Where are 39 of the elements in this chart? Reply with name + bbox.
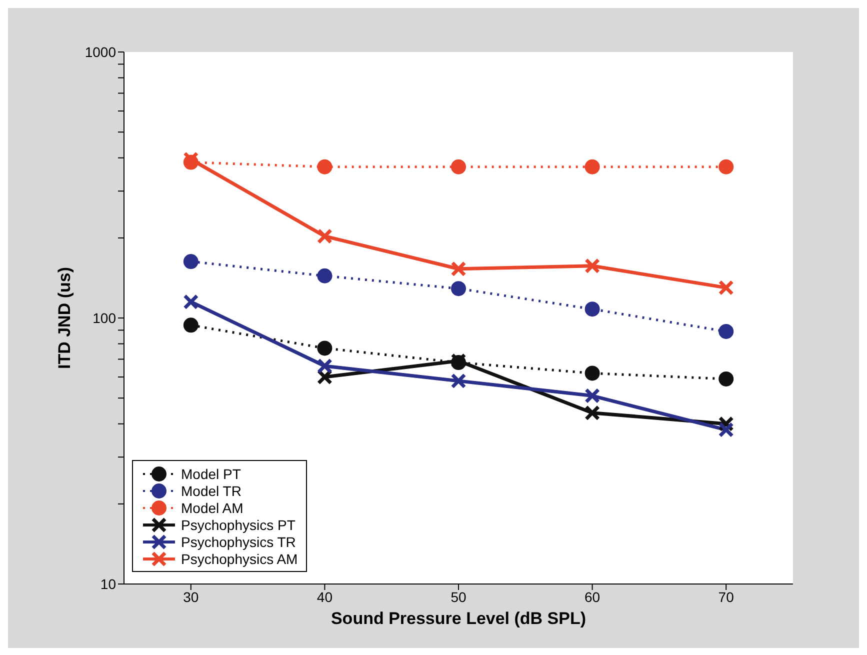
- point: [317, 159, 332, 174]
- point: [183, 318, 198, 333]
- point: [183, 254, 198, 270]
- point: [718, 371, 734, 386]
- x-tick-label: 40: [316, 588, 333, 605]
- point: [718, 280, 734, 296]
- point: [451, 159, 466, 174]
- point: [584, 366, 600, 381]
- point: [718, 422, 734, 438]
- legend-label: Model TR: [181, 482, 242, 498]
- point: [584, 302, 600, 317]
- point: [317, 340, 332, 356]
- point: [316, 228, 332, 244]
- point: [450, 373, 466, 389]
- point: [451, 281, 466, 296]
- legend-label: Model PT: [181, 466, 241, 482]
- x-tick-label: 30: [183, 588, 199, 605]
- point: [584, 159, 600, 174]
- point: [183, 294, 199, 310]
- x-tick-label: 70: [718, 588, 734, 605]
- y-axis-title: ITD JND (us): [55, 267, 74, 369]
- point: [316, 358, 332, 374]
- legend-label: Psychophysics TR: [181, 534, 296, 550]
- point: [317, 268, 332, 284]
- point: [718, 159, 734, 174]
- point: [584, 258, 600, 274]
- legend-label: Psychophysics AM: [181, 550, 298, 566]
- point: [584, 405, 600, 421]
- y-tick-label: 1000: [84, 44, 116, 60]
- legend-label: Psychophysics PT: [181, 516, 296, 532]
- x-tick-label: 50: [450, 588, 466, 605]
- point: [584, 388, 600, 404]
- x-tick-label: 60: [584, 588, 600, 605]
- point: [718, 324, 734, 339]
- legend-label: Model AM: [181, 500, 244, 516]
- x-axis-title: Sound Pressure Level (dB SPL): [330, 609, 586, 628]
- point: [450, 261, 466, 277]
- y-tick-label: 10: [100, 576, 116, 592]
- y-tick-label: 100: [92, 310, 116, 326]
